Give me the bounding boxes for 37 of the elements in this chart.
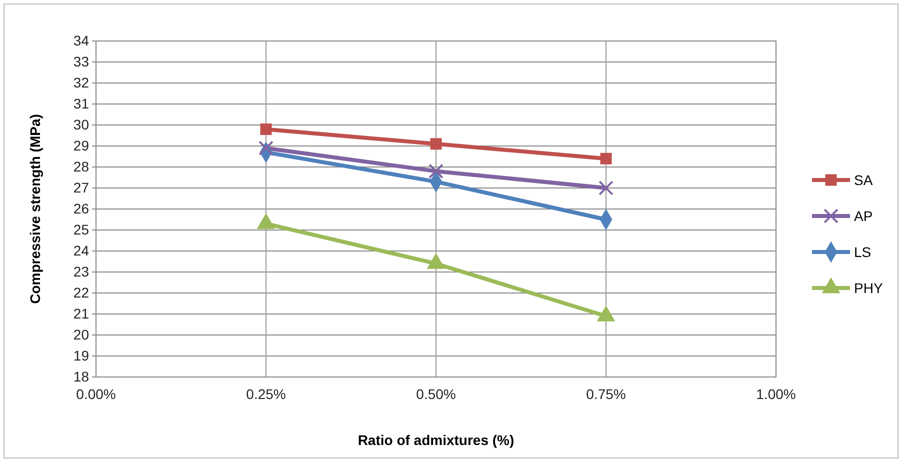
legend-label: AP <box>854 208 873 224</box>
x-axis-title: Ratio of admixtures (%) <box>358 432 514 448</box>
y-tick-label: 34 <box>73 32 90 48</box>
point <box>600 152 612 164</box>
point <box>260 123 272 135</box>
point <box>597 306 615 322</box>
legend-label: SA <box>854 172 874 188</box>
x-tick-label: 0.50% <box>416 386 456 402</box>
y-tick-label: 25 <box>73 221 90 238</box>
point <box>427 253 445 269</box>
y-tick-label: 33 <box>73 53 90 70</box>
y-tick-label: 29 <box>73 137 90 154</box>
x-tick-label: 0.25% <box>246 386 286 402</box>
legend-label: LS <box>854 244 872 260</box>
y-tick-label: 19 <box>73 347 90 364</box>
y-tick-label: 23 <box>73 263 90 280</box>
y-tick-label: 32 <box>73 74 90 90</box>
point <box>430 138 442 150</box>
y-tick-label: 20 <box>73 326 90 342</box>
y-tick-label: 27 <box>73 179 90 196</box>
point <box>598 180 614 196</box>
x-tick-label: 0.75% <box>586 386 626 402</box>
y-axis-title: Compressive strength (MPa) <box>27 114 43 304</box>
y-tick-label: 24 <box>73 242 90 258</box>
y-tick-label: 18 <box>73 368 90 384</box>
y-tick-label: 31 <box>73 95 90 112</box>
y-tick-label: 30 <box>73 116 90 132</box>
y-tick-label: 26 <box>73 200 90 216</box>
x-tick-label: 1.00% <box>756 386 796 402</box>
legend-label: PHY <box>854 280 884 296</box>
y-tick-label: 22 <box>73 284 90 300</box>
point <box>258 140 274 156</box>
x-tick-label: 0.00% <box>76 386 116 402</box>
point <box>257 214 275 230</box>
y-tick-label: 28 <box>73 158 90 174</box>
y-tick-label: 21 <box>73 305 90 322</box>
point <box>428 164 444 179</box>
